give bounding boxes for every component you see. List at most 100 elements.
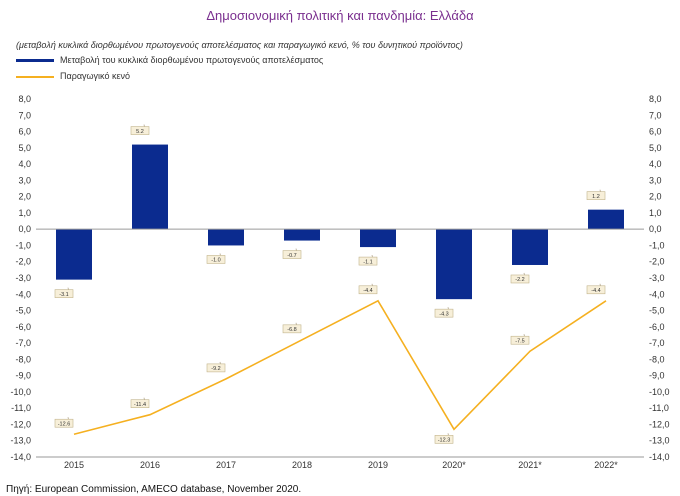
y-tick-label-left: -5,0 <box>15 306 31 316</box>
y-tick-label-right: -7,0 <box>649 338 665 348</box>
bar-data-label: -4.3 <box>439 311 448 317</box>
line-data-label: -12.3 <box>438 438 451 444</box>
chart-subtitle: (μεταβολή κυκλικά διορθωμένου πρωτογενού… <box>16 40 463 50</box>
line-data-label-box <box>510 335 530 345</box>
bar-data-label-box <box>282 250 302 259</box>
y-tick-label-left: 7,0 <box>18 110 31 120</box>
y-tick-label-right: -5,0 <box>649 306 665 316</box>
bar <box>436 229 472 300</box>
bar <box>132 144 168 230</box>
y-tick-label-right: -4,0 <box>649 289 665 299</box>
y-tick-label-left: 0,0 <box>18 224 31 234</box>
bar-data-label: 5.2 <box>136 129 144 135</box>
bar-data-label-box <box>434 308 454 318</box>
y-tick-label-right: 0,0 <box>649 224 662 234</box>
y-tick-label-right: 7,0 <box>649 110 662 120</box>
bar-data-label-box <box>358 256 378 266</box>
line-data-label-box <box>282 324 302 334</box>
bar-data-label-box <box>206 255 226 264</box>
y-tick-label-right: -6,0 <box>649 322 665 332</box>
bar-data-label: -1.1 <box>363 259 372 265</box>
y-tick-label-left: -9,0 <box>15 371 31 381</box>
line-data-label: -4.4 <box>363 288 372 294</box>
x-tick-label: 2015 <box>64 460 84 470</box>
x-tick-label: 2017 <box>216 460 236 470</box>
y-tick-label-right: -3,0 <box>649 273 665 283</box>
y-tick-label-left: -3,0 <box>15 273 31 283</box>
bar-data-label-box <box>510 274 530 284</box>
y-tick-label-left: 1,0 <box>18 208 31 218</box>
y-tick-label-left: 6,0 <box>18 127 31 137</box>
y-tick-label-right: -11,0 <box>649 403 669 413</box>
y-tick-label-right: 1,0 <box>649 208 662 218</box>
y-tick-label-right: -8,0 <box>649 354 665 364</box>
line-data-label-box <box>206 363 226 373</box>
y-tick-label-right: 4,0 <box>649 159 662 169</box>
y-tick-label-right: 3,0 <box>649 175 662 185</box>
legend-item-output-gap: Παραγωγικό κενό <box>16 71 130 85</box>
bar <box>512 229 548 265</box>
bar <box>588 209 624 230</box>
y-tick-label-right: 8,0 <box>649 94 662 104</box>
y-tick-label-right: -2,0 <box>649 257 665 267</box>
y-tick-label-left: 8,0 <box>18 94 31 104</box>
y-tick-label-left: -10,0 <box>10 387 31 397</box>
y-tick-label-left: -7,0 <box>15 338 31 348</box>
y-tick-label-left: 2,0 <box>18 192 31 202</box>
line-data-label: -6.8 <box>287 327 296 333</box>
y-tick-label-right: -1,0 <box>649 240 665 250</box>
y-tick-label-right: -14,0 <box>649 452 670 462</box>
x-tick-label: 2020* <box>442 460 466 470</box>
bar-data-label: -0.7 <box>287 253 296 259</box>
output-gap-line <box>73 299 607 435</box>
y-tick-label-right: 2,0 <box>649 192 662 202</box>
y-tick-label-right: -9,0 <box>649 371 665 381</box>
line-data-label-box <box>434 435 454 444</box>
legend-label-primary-balance: Μεταβολή του κυκλικά διορθωμένου πρωτογε… <box>60 55 324 65</box>
line-data-label: -11.4 <box>134 402 146 408</box>
line-data-label-box <box>586 285 606 295</box>
chart-source: Πηγή: European Commission, AMECO databas… <box>6 484 302 495</box>
y-tick-label-right: -12,0 <box>649 419 670 429</box>
bar <box>208 229 244 246</box>
bar <box>360 229 396 248</box>
line-data-label-box <box>130 399 150 408</box>
y-tick-label-left: -1,0 <box>15 240 31 250</box>
y-tick-label-left: 4,0 <box>18 159 31 169</box>
line-data-label: -9.2 <box>211 366 220 372</box>
y-tick-label-left: -14,0 <box>10 452 31 462</box>
bar <box>56 229 92 280</box>
line-data-label: -7.5 <box>515 338 524 344</box>
bar-data-label: -1.0 <box>211 258 220 264</box>
legend-label-output-gap: Παραγωγικό κενό <box>60 71 130 81</box>
y-tick-label-right: 5,0 <box>649 143 662 153</box>
y-tick-label-right: -13,0 <box>649 436 670 446</box>
y-tick-label-left: -4,0 <box>15 289 31 299</box>
x-tick-label: 2019 <box>368 460 388 470</box>
y-tick-label-left: -12,0 <box>10 419 31 429</box>
bar-data-label-box <box>130 126 150 135</box>
bar <box>284 229 320 241</box>
x-tick-label: 2018 <box>292 460 312 470</box>
x-tick-label: 2021* <box>518 460 542 470</box>
line-data-label-box <box>54 418 74 428</box>
bar-data-label: 1.2 <box>592 194 600 200</box>
line-data-label-box <box>358 285 378 295</box>
y-tick-label-right: 6,0 <box>649 127 662 137</box>
chart-title: Δημοσιονομική πολιτική και πανδημία: Ελλ… <box>206 8 474 23</box>
y-tick-label-left: -2,0 <box>15 257 31 267</box>
legend-swatch-line <box>16 75 54 78</box>
line-data-label: -4.4 <box>591 288 600 294</box>
legend-swatch-bar <box>16 59 54 63</box>
legend-item-primary-balance: Μεταβολή του κυκλικά διορθωμένου πρωτογε… <box>16 55 323 69</box>
bar-data-label: -3.1 <box>59 292 68 298</box>
y-tick-label-left: -6,0 <box>15 322 31 332</box>
y-tick-label-left: 5,0 <box>18 143 31 153</box>
y-tick-label-left: -11,0 <box>11 403 31 413</box>
bar-data-label-box <box>586 191 606 200</box>
y-tick-label-left: 3,0 <box>18 175 31 185</box>
bar-data-label-box <box>54 289 74 298</box>
line-data-label: -12.6 <box>58 421 71 427</box>
chart-plot: 8,0 8,0 7,0 7,0 6,0 6,0 5,0 5,0 4,0 4,0 3,0 3,0 2,0 2… <box>10 94 670 470</box>
x-tick-label: 2022* <box>594 460 618 470</box>
